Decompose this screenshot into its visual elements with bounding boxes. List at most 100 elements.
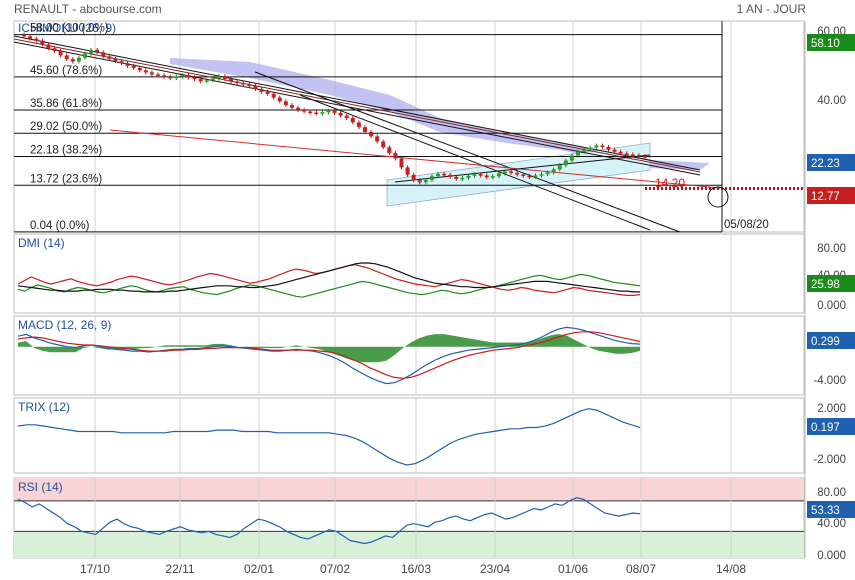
fib-label-3: 29.02 (50.0%) <box>30 121 102 133</box>
price-candle <box>28 36 33 39</box>
x-tick-label-8: 14/08 <box>716 562 746 576</box>
price-candle <box>204 80 209 82</box>
price-candle <box>527 175 532 178</box>
price-candle <box>569 155 574 161</box>
price-candle <box>490 176 495 178</box>
price-candle <box>143 70 148 73</box>
price-channel <box>386 142 651 207</box>
price-candle <box>89 49 94 54</box>
badge-current-price-bg <box>807 154 855 171</box>
price-candle <box>606 146 611 150</box>
fib-label-1: 45.60 (78.6%) <box>30 65 102 77</box>
indicator-ytick-3-0: 2.000 <box>817 403 846 415</box>
badge-dmi-bg <box>807 275 855 292</box>
price-candle <box>624 153 629 155</box>
price-candle <box>277 97 282 102</box>
price-candle <box>192 77 197 80</box>
price-candle <box>241 82 246 85</box>
ichimoku-ytick-1: 40.00 <box>817 95 846 107</box>
price-candle <box>131 65 136 68</box>
badge-rsi-bg <box>807 501 855 518</box>
dmi-series-2 <box>17 262 640 293</box>
chart-header-title: RENAULT - abcbourse.com <box>14 2 162 16</box>
price-candle <box>222 76 227 79</box>
price-candle <box>216 76 221 79</box>
price-candle <box>235 81 240 84</box>
x-tick-label-2: 02/01 <box>244 562 274 576</box>
fib-label-6: 0.04 (0.0%) <box>30 220 90 232</box>
price-candle <box>253 86 258 90</box>
indicator-title-2: MACD (12, 26, 9) <box>18 318 111 332</box>
badge-trix: 0.197 <box>811 422 840 434</box>
price-candle <box>314 112 319 115</box>
badge-target-price: 12.77 <box>811 191 840 203</box>
price-candle <box>107 56 112 59</box>
price-candle <box>271 93 276 98</box>
price-candle <box>630 154 635 156</box>
annotation-value: 14.20 <box>655 176 685 190</box>
indicator-ytick-1-0: 80.00 <box>817 243 846 255</box>
trend-line-1 <box>13 41 701 176</box>
ichimoku-cloud <box>170 58 710 170</box>
trend-line-3 <box>254 71 681 233</box>
price-candle <box>472 174 477 176</box>
price-candle <box>247 84 252 87</box>
price-candle <box>618 151 623 154</box>
indicator-title-4: RSI (14) <box>18 480 63 494</box>
price-candle <box>387 147 392 154</box>
indicator-ytick-2-1: -4.000 <box>813 375 846 387</box>
price-candle <box>411 174 416 181</box>
price-candle <box>600 145 605 148</box>
price-candle <box>326 110 331 113</box>
price-candle <box>137 67 142 71</box>
price-candle <box>149 72 154 75</box>
indicator-title-3: TRIX (12) <box>18 400 70 414</box>
price-candle <box>466 175 471 178</box>
badge-target-price-bg <box>807 187 855 204</box>
price-candle <box>429 176 434 180</box>
price-candle <box>588 147 593 150</box>
badge-rsi: 53.33 <box>811 505 840 517</box>
badge-top-price: 58.10 <box>811 38 840 50</box>
price-candle <box>539 174 544 176</box>
price-candle <box>229 78 234 82</box>
price-candle <box>369 131 374 137</box>
price-candle <box>399 158 404 168</box>
price-candle <box>186 75 191 78</box>
price-candle <box>643 156 647 158</box>
price-candle <box>576 151 581 156</box>
target-circle <box>707 186 729 208</box>
trend-line-4 <box>299 94 651 231</box>
price-candle <box>174 76 179 79</box>
price-candle <box>52 48 57 51</box>
price-candle <box>76 57 81 62</box>
price-candle <box>436 173 441 177</box>
indicator-ytick-1-2: 0.000 <box>817 300 846 312</box>
price-candle <box>515 172 520 175</box>
price-candle <box>356 122 361 128</box>
chart-header-period: 1 AN - JOUR <box>737 2 807 16</box>
macd-series-1 <box>17 331 641 379</box>
price-candle <box>125 63 130 66</box>
price-candle <box>198 79 203 82</box>
pane-frame-1 <box>13 233 805 314</box>
price-candle <box>551 169 556 173</box>
badge-dmi: 25.98 <box>811 279 840 291</box>
fib-label-4: 22.18 (38.2%) <box>30 145 102 157</box>
price-candle <box>454 176 459 179</box>
dmi-series-0 <box>17 273 641 298</box>
x-tick-label-3: 07/02 <box>320 562 350 576</box>
price-candle <box>162 75 167 77</box>
price-candle <box>70 59 75 62</box>
price-candle <box>563 160 568 166</box>
price-candle <box>484 175 489 178</box>
price-candle <box>320 112 325 114</box>
price-candle <box>582 149 587 152</box>
x-tick-label-1: 22/11 <box>165 562 194 576</box>
price-candle <box>521 174 526 176</box>
price-candle <box>265 91 270 94</box>
pane-frame-2 <box>13 315 805 396</box>
macd-series-0 <box>17 326 641 385</box>
price-candle <box>119 61 124 64</box>
